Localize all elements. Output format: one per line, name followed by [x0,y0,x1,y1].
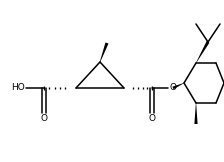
Polygon shape [172,83,184,89]
Text: O: O [149,114,155,123]
Text: O: O [41,114,47,123]
Polygon shape [100,42,108,62]
Polygon shape [194,103,198,124]
Polygon shape [196,41,209,63]
Text: HO: HO [11,83,25,93]
Text: O: O [169,83,176,93]
